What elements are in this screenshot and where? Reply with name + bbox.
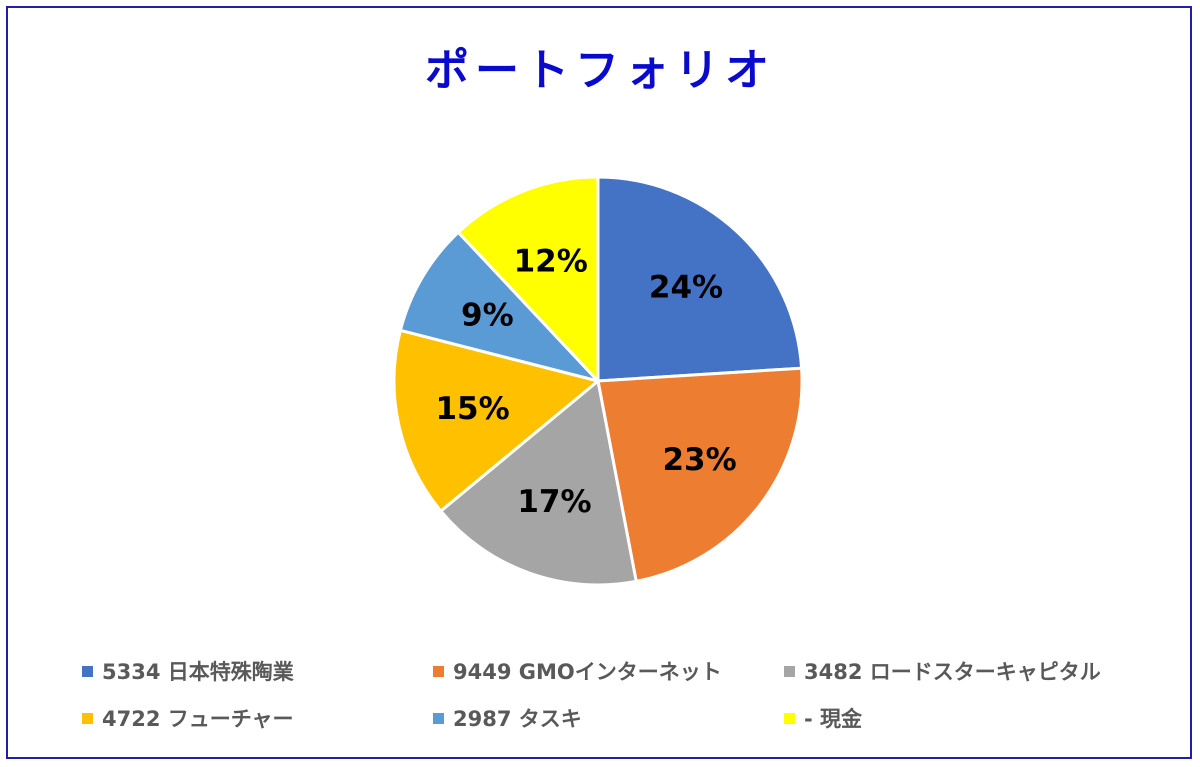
slice-data-label: 23% (662, 442, 736, 478)
pie-slice (596, 175, 804, 383)
pie-slice (398, 230, 600, 383)
pie-slice (596, 366, 804, 583)
pie-slice (392, 328, 600, 513)
pie-slice (456, 175, 600, 383)
slice-data-label: 15% (435, 391, 509, 427)
slice-data-label: 12% (514, 244, 588, 280)
slice-data-label: 17% (517, 484, 591, 520)
pie-slice (439, 379, 638, 587)
slice-data-label: 24% (649, 269, 723, 305)
chart-title: ポートフォリオ (425, 45, 775, 96)
slice-data-label: 9% (461, 298, 514, 334)
